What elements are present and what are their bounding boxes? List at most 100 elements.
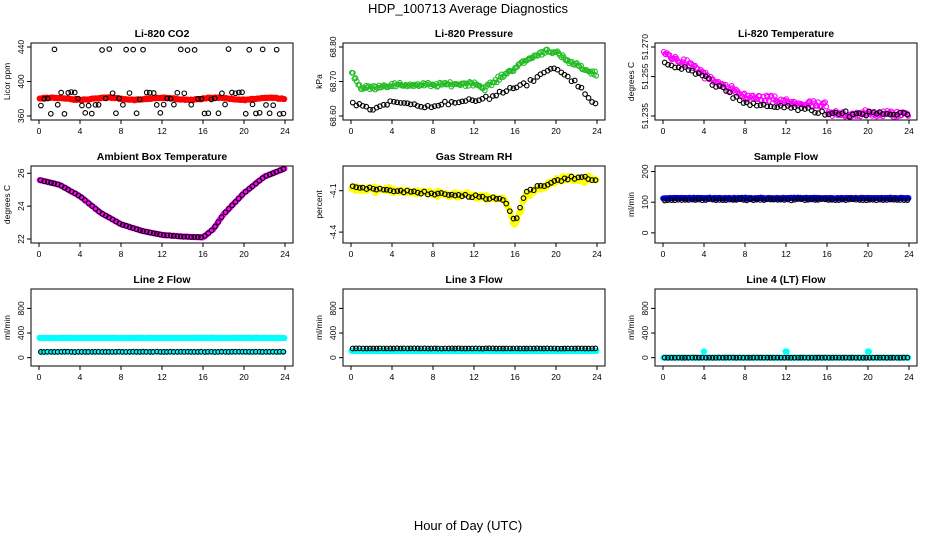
data-point [757,197,763,203]
y-tick-label: 440 [16,40,26,54]
data-point [527,345,534,352]
data-point [280,166,287,172]
data-point [418,103,424,110]
x-tick-label: 8 [431,126,436,136]
data-point [829,354,836,361]
data-point [400,345,407,352]
y-tick-label: 360 [16,109,26,123]
data-point [723,354,729,361]
data-point [726,354,733,361]
y-tick-label: 22 [16,234,26,244]
x-tick-label: 12 [157,372,167,382]
data-point [365,83,372,89]
data-point [164,232,170,239]
data-point [153,230,160,237]
data-point [119,221,126,228]
data-point [493,92,500,99]
data-point [551,178,558,184]
data-point [384,101,390,108]
data-point [280,110,287,117]
x-tick-label: 20 [551,126,561,136]
data-point [788,105,794,111]
data-point [65,89,72,96]
data-point [551,345,558,352]
data-point [668,354,675,361]
data-point [487,79,493,86]
data-point [788,354,794,361]
x-tick-label: 4 [390,126,395,136]
data-point [61,111,68,117]
data-point [195,96,201,102]
x-tick-label: 24 [904,249,914,259]
data-point [593,72,600,79]
data-point [253,110,259,117]
data-point [842,354,849,361]
data-point [730,197,737,203]
data-point [740,197,747,203]
series-1 [661,354,911,361]
data-point [829,110,836,117]
data-point [157,231,163,238]
data-point [476,194,483,200]
data-point [452,345,458,352]
data-point [143,89,150,96]
data-point [761,197,767,203]
data-point [846,354,853,361]
data-point [713,197,719,204]
data-point [229,202,236,209]
panel-line4: Line 4 (LT) Flow ml/min 0 4 8 12 16 20 24 0 400 800 [626,274,918,382]
data-point [38,102,44,109]
data-point [51,180,57,187]
data-point [771,104,778,110]
plot-frame [30,42,294,121]
data-point [85,102,92,109]
data-point [256,109,263,116]
data-point [490,345,496,352]
x-tick-label: 0 [661,372,666,382]
data-point [668,197,675,204]
y-tick-label: -4.1 [328,183,338,198]
data-point [431,191,438,198]
data-point [870,196,876,203]
data-point [506,208,513,215]
y-tick-label: 68.80 [328,36,338,58]
data-point [235,89,242,96]
data-point [82,109,89,116]
panel-title: Sample Flow [754,151,819,163]
data-point [572,345,578,352]
plot-frame [654,165,918,244]
data-point [865,348,872,355]
data-point [469,97,476,104]
data-point [215,219,221,226]
series-0 [36,94,288,104]
data-point [835,197,842,203]
data-point [819,108,825,115]
series-1 [661,59,911,120]
data-point [736,97,743,104]
data-point [391,98,397,105]
data-point [805,196,811,203]
data-point [733,93,740,100]
data-point [675,64,682,71]
data-point [743,99,750,106]
x-tick-label: 12 [781,249,791,259]
data-point [461,80,468,87]
data-point [414,189,421,196]
data-point [890,111,897,118]
data-point [795,196,801,202]
y-tick-label: 68.70 [328,71,338,93]
data-point [79,102,85,109]
y-axis-label: ml/min [626,192,636,217]
data-point [380,186,387,193]
data-point [788,197,795,204]
data-point [493,195,500,202]
data-point [242,110,249,117]
data-point [120,101,126,108]
data-point [126,90,133,96]
data-point [873,354,880,361]
data-point [897,109,904,116]
data-point [682,196,688,203]
data-point [232,90,239,97]
data-point [270,102,277,109]
data-point [486,345,492,352]
